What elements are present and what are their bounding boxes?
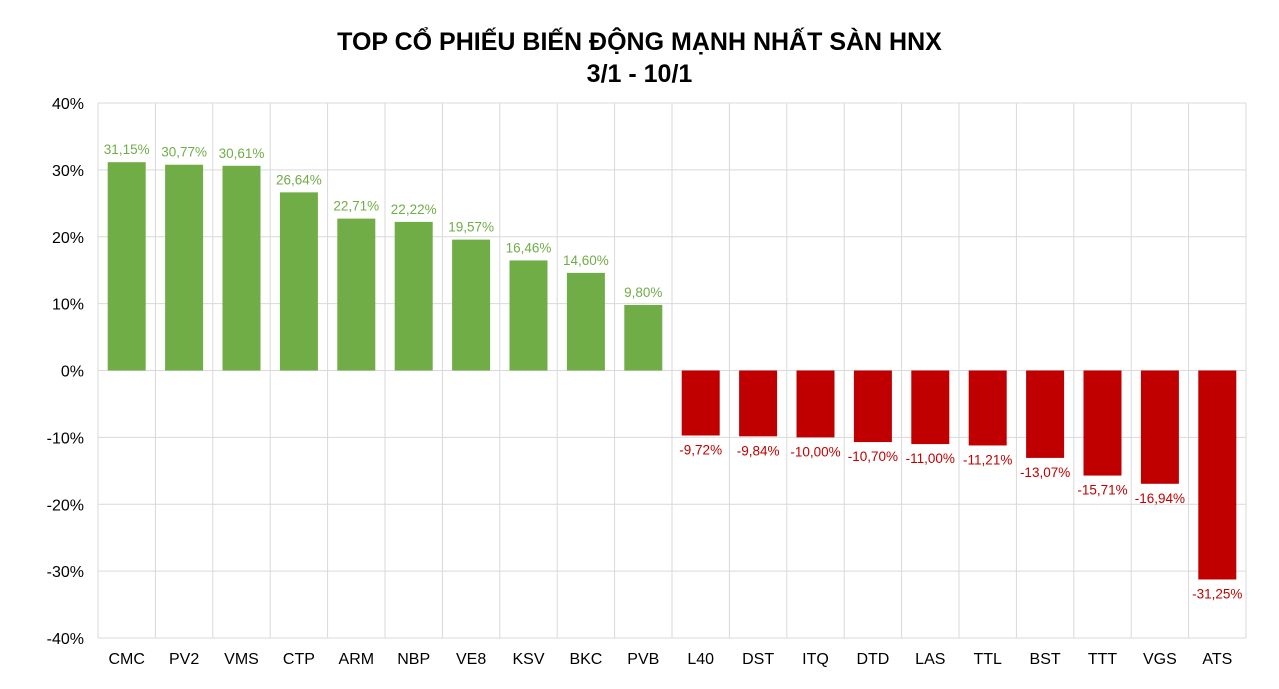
x-tick-label: BST (1030, 651, 1061, 668)
y-tick-label: -20% (47, 497, 84, 514)
bar-cmc (107, 162, 146, 371)
y-tick-label: 0% (61, 364, 84, 381)
x-tick-label: KSV (512, 651, 544, 668)
data-label: -15,71% (1077, 483, 1127, 498)
bar-dtd (853, 370, 892, 443)
chart-title: TOP CỔ PHIẾU BIẾN ĐỘNG MẠNH NHẤT SÀN HNX (337, 28, 942, 56)
x-tick-label: DTD (856, 651, 889, 668)
x-tick-label: DST (742, 651, 774, 668)
bar-bkc (566, 272, 605, 371)
data-label: -9,72% (679, 443, 722, 458)
y-tick-label: -30% (47, 564, 84, 581)
bar-las (911, 370, 950, 445)
bar-ctp (279, 192, 318, 371)
bar-pvb (624, 304, 663, 371)
data-label: 26,64% (276, 172, 322, 187)
x-tick-label: PVB (627, 651, 659, 668)
y-tick-label: 30% (52, 163, 84, 180)
data-label: -10,70% (848, 449, 898, 464)
data-label: -11,00% (906, 451, 955, 466)
x-tick-label: TTT (1088, 651, 1118, 668)
data-label: -9,84% (737, 443, 780, 458)
x-tick-label: ITQ (802, 651, 829, 668)
data-label: 19,57% (448, 220, 494, 235)
bar-nbp (394, 221, 433, 371)
x-tick-label: PV2 (169, 651, 199, 668)
data-label: -31,25% (1192, 586, 1242, 601)
bar-ksv (509, 260, 548, 371)
y-tick-label: 20% (52, 230, 84, 247)
x-tick-label: VMS (224, 651, 259, 668)
bar-pv2 (165, 164, 204, 371)
bar-l40 (681, 370, 720, 436)
bar-dst (739, 370, 778, 437)
data-label: -10,00% (790, 444, 840, 459)
data-label: -16,94% (1135, 491, 1185, 506)
y-tick-label: -10% (47, 430, 84, 447)
data-label: 14,60% (563, 253, 609, 268)
x-tick-label: BKC (569, 651, 602, 668)
x-tick-label: VE8 (456, 651, 486, 668)
bar-bst (1026, 370, 1065, 458)
bar-ats (1198, 370, 1237, 580)
bar-arm (337, 218, 376, 371)
x-tick-label: CMC (108, 651, 144, 668)
y-tick-label: 10% (52, 297, 84, 314)
data-label: 9,80% (624, 285, 662, 300)
x-tick-label: ARM (339, 651, 375, 668)
data-label: 22,71% (333, 199, 379, 214)
x-tick-label: NBP (397, 651, 430, 668)
bar-ve8 (452, 239, 491, 371)
y-tick-label: 40% (52, 96, 84, 113)
bar-ttt (1083, 370, 1122, 476)
x-tick-label: ATS (1202, 651, 1232, 668)
x-tick-label: VGS (1143, 651, 1177, 668)
data-label: 31,15% (104, 142, 150, 157)
bar-itq (796, 370, 835, 438)
data-label: 16,46% (506, 240, 552, 255)
data-label: 22,22% (391, 202, 437, 217)
bar-vgs (1140, 370, 1179, 484)
data-label: 30,61% (219, 146, 265, 161)
x-tick-label: L40 (687, 651, 714, 668)
data-label: 30,77% (161, 145, 207, 160)
bar-vms (222, 165, 261, 371)
data-label: -13,07% (1020, 465, 1070, 480)
bar-ttl (968, 370, 1007, 446)
x-tick-label: CTP (283, 651, 315, 668)
x-tick-label: TTL (973, 651, 1002, 668)
data-label: -11,21% (963, 452, 1012, 467)
x-tick-label: LAS (915, 651, 945, 668)
y-tick-label: -40% (47, 631, 84, 648)
chart-subtitle: 3/1 - 10/1 (586, 60, 693, 88)
